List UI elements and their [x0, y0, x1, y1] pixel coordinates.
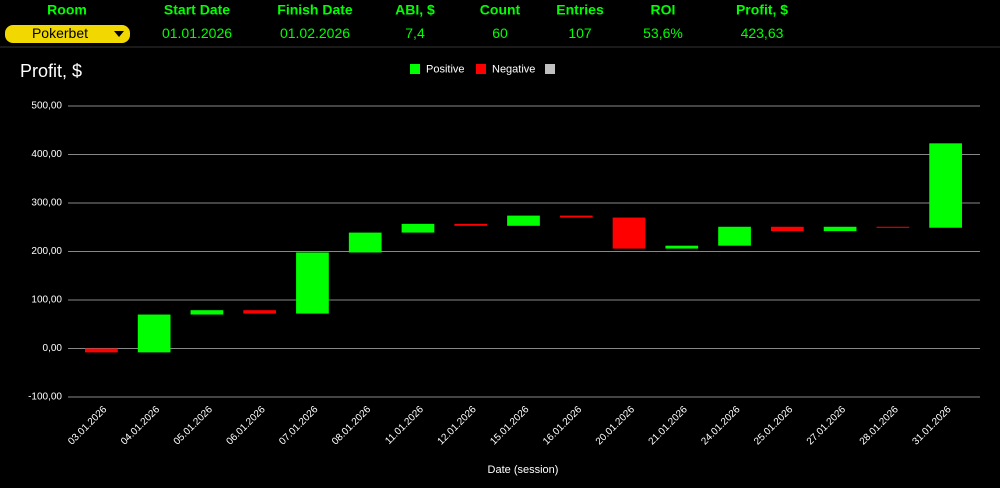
legend-swatch [545, 64, 555, 74]
bar [823, 226, 857, 232]
column-label: ABI, $ [395, 2, 435, 18]
y-tick-label: -100,00 [28, 392, 62, 403]
column-label: Room [47, 2, 87, 18]
column-value: 107 [568, 25, 592, 41]
legend-label: Positive [426, 63, 465, 75]
column-label: Entries [556, 2, 604, 18]
legend-swatch [410, 64, 420, 74]
bar [243, 310, 277, 314]
y-tick-label: 0,00 [43, 343, 63, 354]
bar [296, 252, 329, 314]
column-label: Count [480, 2, 521, 18]
bar [507, 215, 540, 226]
bar [454, 223, 488, 226]
legend-label: Negative [492, 63, 535, 75]
bar [876, 226, 910, 228]
x-axis-label: Date (session) [488, 464, 559, 476]
column-label: Finish Date [277, 2, 353, 18]
bar [929, 143, 962, 228]
y-tick-label: 200,00 [31, 246, 62, 257]
column-label: Start Date [164, 2, 230, 18]
column-label: ROI [651, 2, 676, 18]
bar [348, 232, 382, 253]
chart-title: Profit, $ [20, 61, 82, 81]
bar [718, 226, 751, 246]
bar [665, 245, 699, 249]
bar [612, 217, 646, 249]
bar [770, 226, 804, 232]
bar [85, 348, 118, 353]
dropdown-arrow[interactable] [114, 31, 124, 37]
column-value: 423,63 [741, 25, 784, 41]
column-value: 7,4 [405, 25, 425, 41]
y-tick-label: 100,00 [31, 295, 62, 306]
column-label: Profit, $ [736, 2, 788, 18]
column-value: 01.02.2026 [280, 25, 350, 41]
bar [137, 314, 171, 353]
y-tick-label: 500,00 [31, 101, 62, 112]
column-value: 60 [492, 25, 508, 41]
bar [190, 310, 224, 315]
column-value: 53,6% [643, 25, 683, 41]
column-value: 01.01.2026 [162, 25, 232, 41]
y-tick-label: 400,00 [31, 149, 62, 160]
bar [401, 223, 435, 233]
room-dropdown[interactable] [5, 25, 130, 43]
legend-swatch [476, 64, 486, 74]
room-value[interactable]: Pokerbet [32, 25, 88, 41]
y-tick-label: 300,00 [31, 198, 62, 209]
bar [559, 215, 593, 218]
